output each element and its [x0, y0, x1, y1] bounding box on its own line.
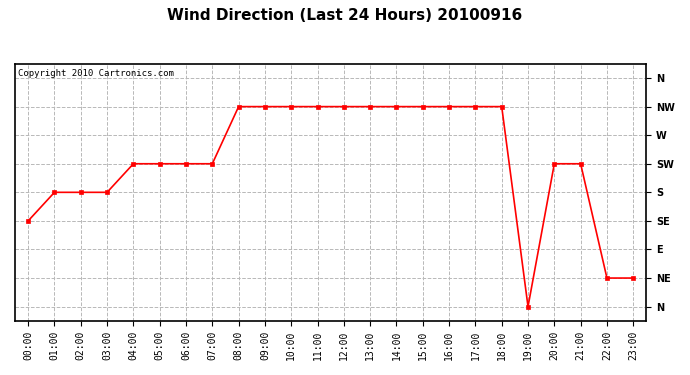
Text: Copyright 2010 Cartronics.com: Copyright 2010 Cartronics.com: [18, 69, 174, 78]
Text: Wind Direction (Last 24 Hours) 20100916: Wind Direction (Last 24 Hours) 20100916: [168, 8, 522, 22]
